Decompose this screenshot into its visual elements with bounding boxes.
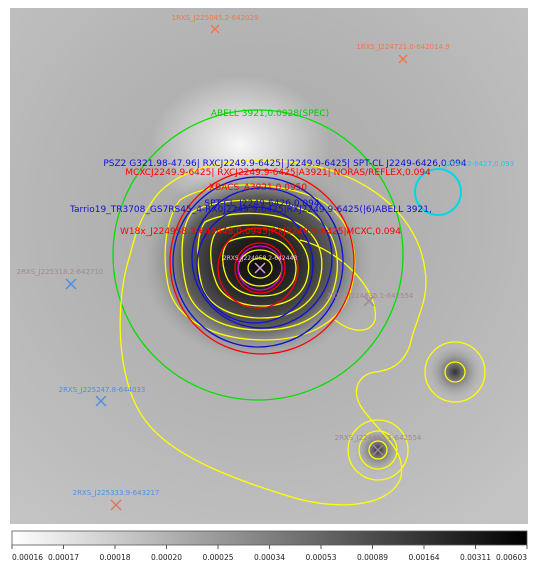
- contour-4: [210, 224, 310, 307]
- label-blue-line1: PSZ2 G321.98-47.96| RXCJ2249.9-6425| J22…: [103, 159, 467, 169]
- red-region-circle-1: [169, 169, 355, 355]
- marker-bottom-right: [372, 444, 384, 456]
- contour-7: [247, 257, 273, 279]
- labels: 1RXS_J225045.2-642029 1RXS_J224721.0-642…: [17, 14, 515, 497]
- colorbar-tick-label: 0.00017: [48, 553, 79, 562]
- marker-blue-bottom-left: [110, 499, 122, 511]
- source-emission-right: [427, 344, 483, 400]
- marker-center: [254, 262, 266, 274]
- label-gray-bottom-right: 2RXS_J224835.1-642554: [335, 434, 422, 442]
- contour-5: [222, 235, 297, 297]
- ridge-contour: [299, 239, 376, 331]
- label-blue-spt: SPT-CL_J2249-6426,0.094: [204, 199, 319, 209]
- blue-regions[interactable]: [172, 176, 344, 348]
- contour-source-right-outer: [424, 341, 486, 403]
- colorbar-tick-label: 0.00164: [408, 553, 439, 562]
- colorbar-tick-label: 0.00311: [460, 553, 491, 562]
- outer-contour: [119, 159, 427, 506]
- marker-mid-right: [363, 295, 375, 307]
- red-region-circle-2: [217, 227, 299, 309]
- yellow-contours: [119, 159, 486, 506]
- label-gray-left: 2RXS_J225318.2-642710: [17, 268, 104, 276]
- label-blue-bottom-left: 2RXS_J225333.9-643217: [73, 489, 160, 497]
- colorbar-tick-label: 0.00018: [99, 553, 130, 562]
- label-green-title: ABELL 3921,0.0928(SPEC): [211, 109, 329, 119]
- contour-3: [197, 212, 323, 319]
- label-blue-left: 2RXS_J225247.8-644033: [59, 386, 146, 394]
- label-cyan-right: J2250.2-6427,0.093: [444, 160, 514, 168]
- label-magenta-center: 2RXS_J224958.2-642448: [223, 255, 298, 262]
- magenta-region-circle[interactable]: [237, 245, 283, 291]
- colorbar-ticks: 0.00016 0.00017 0.00018 0.00020 0.00025 0.000…: [11, 545, 528, 562]
- label-blue-tarrio: Tarrio19_TR3708_GS7RS45_4-RX0J2249.9-642…: [69, 205, 432, 215]
- colorbar-tick-label: 0.00016: [12, 553, 43, 562]
- label-red-w18x: W18x_J224958.3-642448,0.0945|RXJ2249.9-6…: [120, 227, 401, 237]
- cyan-region-circle[interactable]: [414, 168, 462, 216]
- colorbar-tick-label: 0.00089: [357, 553, 388, 562]
- green-region-circle[interactable]: [112, 109, 404, 401]
- colorbar-gradient: [11, 530, 528, 546]
- marker-orange-top: [210, 24, 220, 34]
- contour-2: [181, 199, 338, 331]
- red-region-circle-3: [234, 242, 286, 294]
- blue-region-circle-2: [191, 187, 333, 329]
- colorbar: 0.00016 0.00017 0.00018 0.00020 0.00025 0.000…: [11, 530, 528, 562]
- label-gray-mid-right: 2RXS_J224835.1-642554: [327, 292, 414, 300]
- contour-source-bottom-inner: [368, 440, 388, 460]
- marker-orange-topright: [398, 54, 408, 64]
- marker-blue-left: [95, 395, 107, 407]
- label-red-xbacs: XBACS_A3921,0.0950: [209, 183, 308, 193]
- colorbar-tick-label: 0.00034: [254, 553, 285, 562]
- colorbar-tick-label: 0.00020: [151, 553, 182, 562]
- colorbar-tick-label: 0.00025: [202, 553, 233, 562]
- contour-1: [164, 184, 356, 341]
- contour-source-bottom-mid: [358, 430, 398, 470]
- label-red-line1: MCXCJ2249.9-6425| RXCJ2249.9-6425|A3921|…: [125, 168, 431, 178]
- markers[interactable]: [65, 24, 408, 511]
- label-orange-top: 1RXS_J225045.2-642029: [172, 14, 259, 22]
- blue-region-circle-1: [172, 176, 344, 348]
- label-orange-topright: 1RXS_J224721.0-642014.9: [356, 43, 449, 51]
- blue-region-circle-3: [196, 206, 314, 324]
- contour-source-bottom-outer: [347, 419, 409, 481]
- red-regions[interactable]: [169, 169, 355, 355]
- marker-gray-left: [65, 278, 77, 290]
- contour-source-right-inner: [444, 361, 466, 383]
- colorbar-tick-label: 0.00603: [496, 553, 527, 562]
- colorbar-tick-label: 0.00053: [305, 553, 336, 562]
